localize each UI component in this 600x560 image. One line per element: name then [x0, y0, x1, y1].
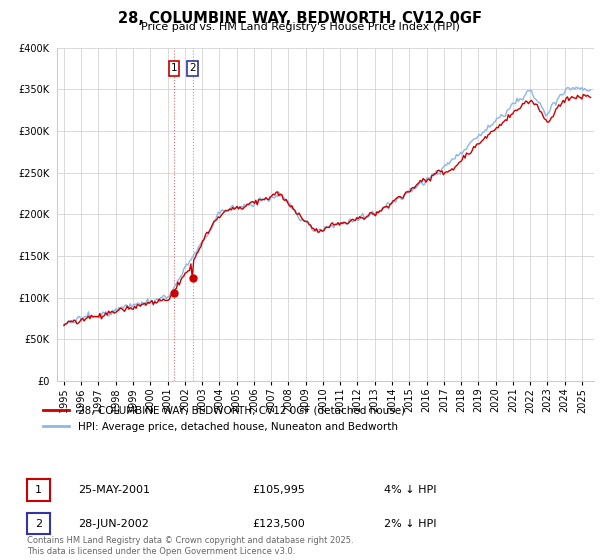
Text: £105,995: £105,995 [252, 485, 305, 495]
Text: 4% ↓ HPI: 4% ↓ HPI [384, 485, 437, 495]
Text: 28, COLUMBINE WAY, BEDWORTH, CV12 0GF: 28, COLUMBINE WAY, BEDWORTH, CV12 0GF [118, 11, 482, 26]
Text: Price paid vs. HM Land Registry's House Price Index (HPI): Price paid vs. HM Land Registry's House … [140, 22, 460, 32]
Legend: 28, COLUMBINE WAY, BEDWORTH, CV12 0GF (detached house), HPI: Average price, deta: 28, COLUMBINE WAY, BEDWORTH, CV12 0GF (d… [35, 397, 413, 440]
Text: Contains HM Land Registry data © Crown copyright and database right 2025.
This d: Contains HM Land Registry data © Crown c… [27, 536, 353, 556]
Text: 28-JUN-2002: 28-JUN-2002 [78, 519, 149, 529]
Text: 2% ↓ HPI: 2% ↓ HPI [384, 519, 437, 529]
Text: 1: 1 [35, 485, 42, 495]
Text: 25-MAY-2001: 25-MAY-2001 [78, 485, 150, 495]
Text: 1: 1 [170, 63, 177, 73]
Text: £123,500: £123,500 [252, 519, 305, 529]
Text: 2: 2 [35, 519, 42, 529]
Text: 2: 2 [190, 63, 196, 73]
